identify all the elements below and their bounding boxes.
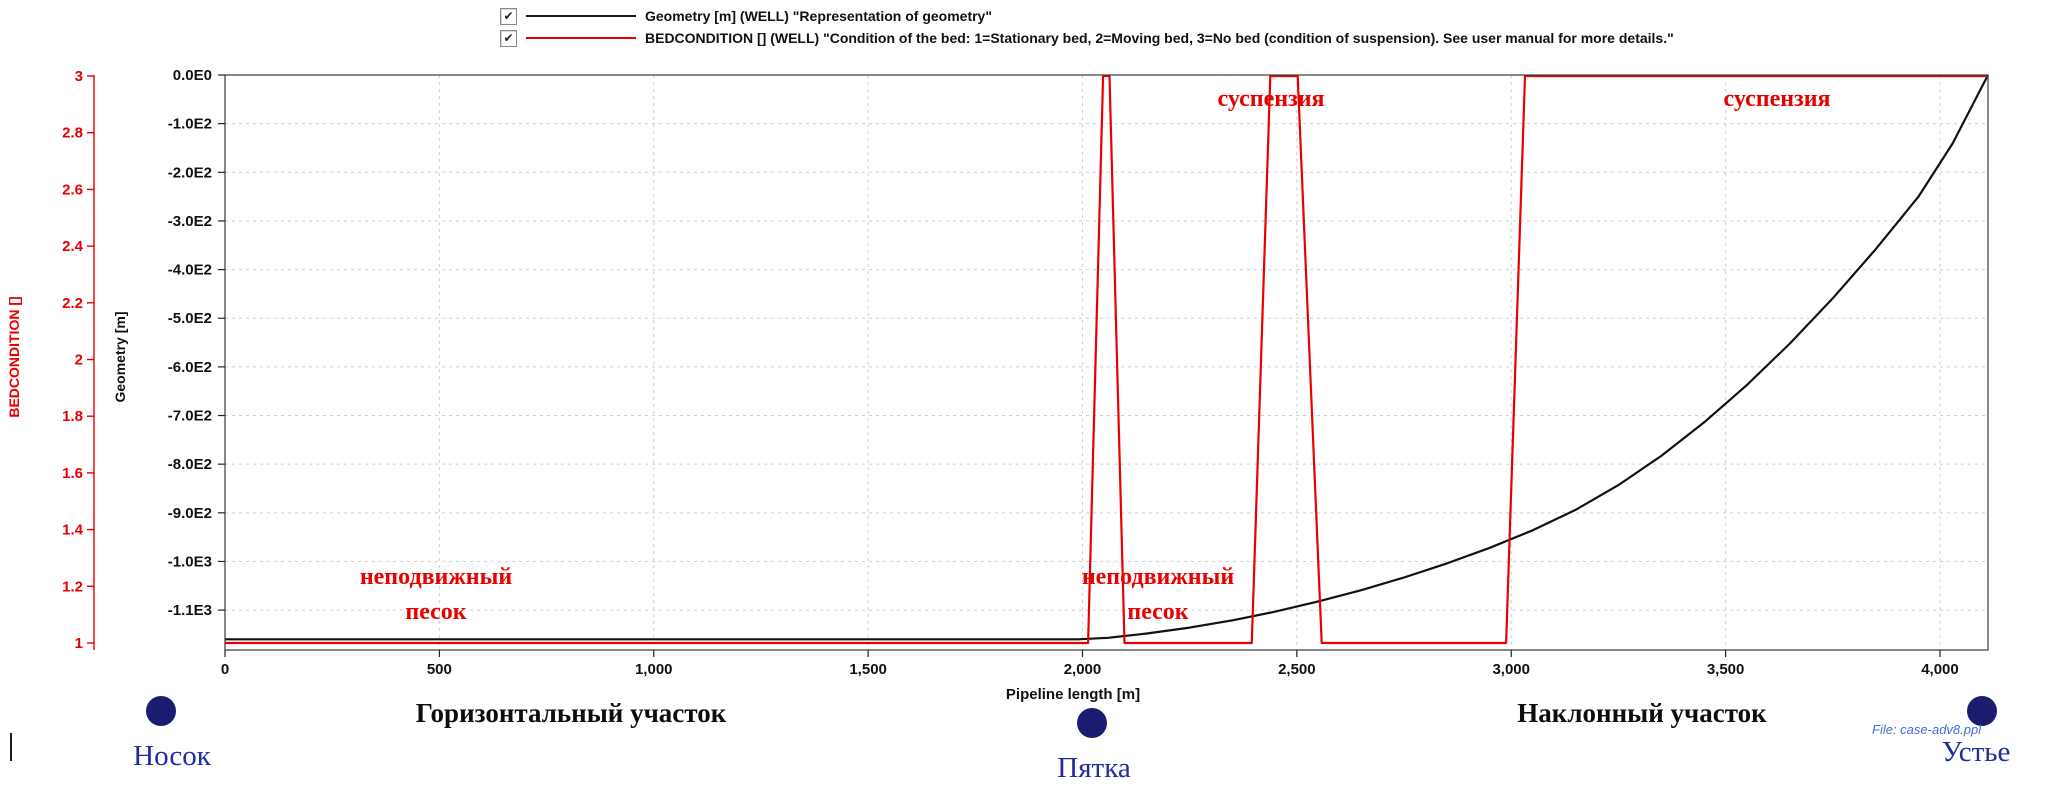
legend-line-sample-bedcondition xyxy=(526,37,636,39)
geometry-tick-label: -2.0E2 xyxy=(168,164,212,181)
geometry-tick-label: 0.0E0 xyxy=(173,67,212,84)
bedcondition-tick-label: 1.4 xyxy=(62,522,84,539)
x-tick-label: 2,000 xyxy=(1064,661,1102,678)
bedcondition-tick-label: 2.6 xyxy=(62,181,83,198)
geometry-tick-label: -4.0E2 xyxy=(168,262,212,279)
bedcondition-tick-label: 1.2 xyxy=(62,578,83,595)
geometry-axis-title: Geometry [m] xyxy=(112,311,128,403)
geometry-tick-label: -7.0E2 xyxy=(168,408,212,425)
bedcondition-tick-label: 2 xyxy=(75,352,83,369)
annotation-suspension-2: суспензия xyxy=(1723,86,1831,112)
geometry-curve xyxy=(225,74,1989,641)
point-label-wellhead: Устье xyxy=(1941,736,2011,768)
x-tick-label: 0 xyxy=(221,661,229,678)
geometry-tick-label: -8.0E2 xyxy=(168,456,212,473)
file-name-label: File: case-adv8.ppl xyxy=(1872,722,1982,737)
point-label-heel: Пятка xyxy=(1057,752,1131,784)
geometry-tick-label: -5.0E2 xyxy=(168,310,212,327)
bedcondition-tick-label: 2.8 xyxy=(62,125,83,142)
annotation-stationary-sand-2: неподвижный песок xyxy=(1082,560,1234,630)
plot-border xyxy=(224,74,1989,651)
x-tick-label: 2,500 xyxy=(1278,661,1316,678)
section-label-horizontal: Горизонтальный участок xyxy=(415,698,727,728)
bedcondition-tick-label: 2.4 xyxy=(62,238,84,255)
legend-checkbox-bedcondition[interactable]: ✔ xyxy=(500,29,517,47)
annotation-line-2: песок xyxy=(405,599,467,625)
marker-dot-heel xyxy=(1077,708,1107,738)
bedcondition-axis-title: BEDCONDITION [] xyxy=(6,296,22,418)
geometry-tick-label: -9.0E2 xyxy=(168,505,212,522)
legend-row-bedcondition: ✔ BEDCONDITION [] (WELL) "Condition of t… xyxy=(500,28,1674,48)
marker-dot-wellhead xyxy=(1967,696,1997,726)
annotation-line-1: неподвижный xyxy=(359,564,513,590)
legend-row-geometry: ✔ Geometry [m] (WELL) "Representation of… xyxy=(500,6,1674,26)
legend-label-geometry: Geometry [m] (WELL) "Representation of g… xyxy=(645,8,992,24)
x-tick-label: 1,500 xyxy=(849,661,887,678)
annotation-line-1: неподвижный xyxy=(1081,564,1235,590)
x-tick-label: 3,000 xyxy=(1492,661,1530,678)
legend-label-bedcondition: BEDCONDITION [] (WELL) "Condition of the… xyxy=(645,30,1674,46)
bedcondition-tick-label: 1.8 xyxy=(62,408,83,425)
geometry-tick-label: -1.1E3 xyxy=(168,602,212,619)
bedcondition-tick-label: 3 xyxy=(75,68,83,85)
geometry-tick-label: -1.0E3 xyxy=(168,553,212,570)
x-tick-label: 3,500 xyxy=(1707,661,1745,678)
geometry-tick-label: -3.0E2 xyxy=(168,213,212,230)
legend: ✔ Geometry [m] (WELL) "Representation of… xyxy=(500,6,1674,50)
annotation-stationary-sand-1: неподвижный песок xyxy=(360,560,512,630)
x-tick-label: 4,000 xyxy=(1921,661,1959,678)
geometry-tick-label: -6.0E2 xyxy=(168,359,212,376)
annotation-line-2: песок xyxy=(1127,599,1189,625)
x-tick-label: 500 xyxy=(427,661,452,678)
bedcondition-tick-label: 1.6 xyxy=(62,465,83,482)
marker-dot-toe xyxy=(146,696,176,726)
text-cursor-artifact xyxy=(10,733,12,761)
annotation-suspension-1: суспензия xyxy=(1217,86,1325,112)
legend-checkbox-geometry[interactable]: ✔ xyxy=(500,7,517,25)
x-axis-title: Pipeline length [m] xyxy=(1005,686,1141,703)
bedcondition-tick-label: 1 xyxy=(75,635,83,652)
x-tick-label: 1,000 xyxy=(635,661,673,678)
point-label-toe: Носок xyxy=(133,740,211,772)
legend-line-sample-geometry xyxy=(526,15,636,17)
bedcondition-curve xyxy=(225,74,1988,645)
bedcondition-tick-label: 2.2 xyxy=(62,295,83,312)
geometry-tick-label: -1.0E2 xyxy=(168,116,212,133)
section-label-inclined: Наклонный участок xyxy=(1517,698,1767,728)
